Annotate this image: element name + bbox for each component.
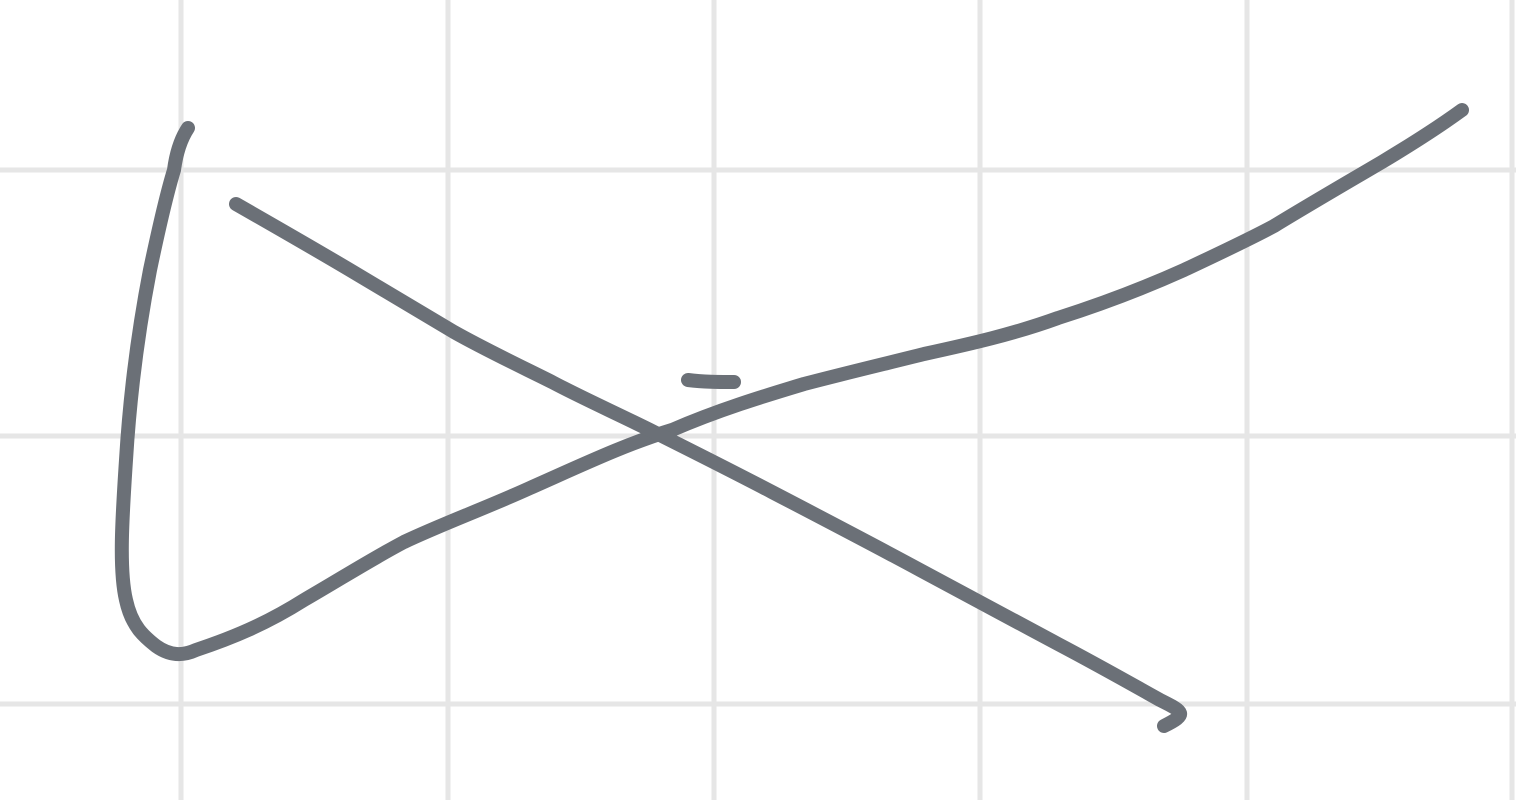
stroke-short-dash bbox=[681, 373, 741, 389]
ink-layer bbox=[114, 103, 1469, 733]
stroke-left-curve bbox=[114, 103, 1469, 662]
stroke-diagonal-down bbox=[229, 197, 1187, 733]
